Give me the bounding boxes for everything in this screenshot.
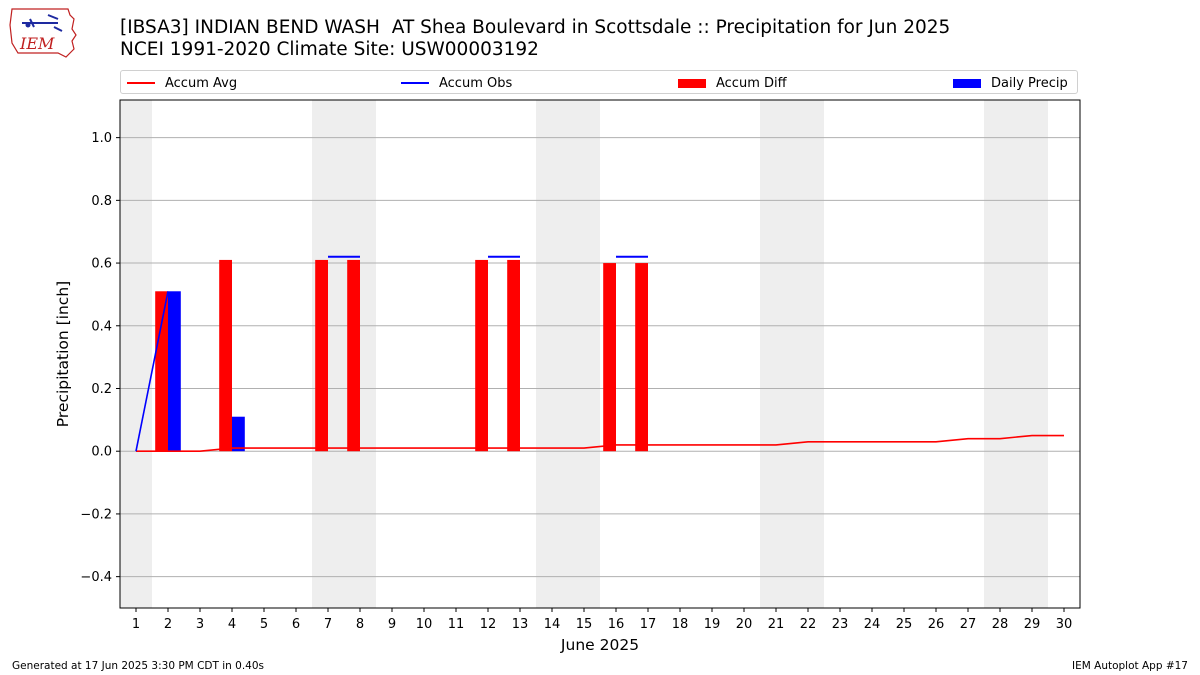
x-tick-label: 19: [704, 617, 721, 632]
legend-item-accum-obs: Accum Obs: [401, 74, 512, 92]
legend-swatch-accum-obs: [401, 82, 429, 84]
legend-item-accum-avg: Accum Avg: [127, 74, 237, 92]
accum-diff-bar: [347, 259, 360, 452]
x-tick-label: 21: [768, 617, 785, 632]
legend-swatch-accum-avg: [127, 82, 155, 84]
legend-label-accum-diff: Accum Diff: [716, 75, 787, 91]
y-tick-label: 0.0: [91, 445, 112, 460]
legend-swatch-accum-diff: [678, 78, 706, 88]
x-tick-label: 20: [736, 617, 753, 632]
legend-swatch-daily-precip: [953, 78, 981, 88]
accum-diff-bar: [603, 263, 616, 452]
x-tick-label: 17: [640, 617, 657, 632]
x-tick-label: 14: [544, 617, 561, 632]
y-tick-label: 0.8: [91, 194, 112, 209]
legend: Accum Avg Accum Obs Accum Diff Daily Pre…: [120, 70, 1078, 94]
plot-frame: [119, 99, 1081, 609]
y-tick-label: −0.4: [80, 570, 112, 585]
x-tick-label: 6: [292, 617, 300, 632]
accum-avg-line: [136, 434, 1064, 453]
y-tick-label: 0.6: [91, 257, 112, 272]
footer-app: IEM Autoplot App #17: [1072, 660, 1188, 672]
y-tick-label: −0.2: [80, 507, 112, 522]
daily-precip-bar: [232, 416, 245, 452]
x-axis-label: June 2025: [560, 636, 639, 654]
footer-generated: Generated at 17 Jun 2025 3:30 PM CDT in …: [12, 660, 265, 672]
legend-label-daily-precip: Daily Precip: [991, 75, 1068, 91]
x-tick-label: 9: [388, 617, 396, 632]
x-tick-label: 13: [512, 617, 529, 632]
accum-diff-bar: [635, 263, 648, 452]
accum-diff-bar: [219, 259, 232, 452]
accum-obs-line: [135, 291, 169, 452]
accum-diff-bar: [475, 259, 488, 452]
weekend-band-0: [120, 100, 152, 608]
weekend-band-3: [760, 100, 824, 608]
x-tick-label: 27: [960, 617, 977, 632]
x-tick-label: 8: [356, 617, 364, 632]
x-tick-label: 23: [832, 617, 849, 632]
x-tick-label: 2: [164, 617, 172, 632]
daily-precip-bar: [168, 291, 181, 452]
x-tick-label: 24: [864, 617, 881, 632]
x-tick-label: 18: [672, 617, 689, 632]
chart-title: [IBSA3] INDIAN BEND WASH AT Shea Bouleva…: [120, 17, 950, 61]
y-axis-label: Precipitation [inch]: [54, 281, 72, 427]
x-tick-label: 22: [800, 617, 817, 632]
x-tick-label: 28: [992, 617, 1009, 632]
y-tick-label: 0.2: [91, 382, 112, 397]
legend-label-accum-avg: Accum Avg: [165, 75, 238, 91]
x-tick-label: 10: [416, 617, 433, 632]
svg-text:IEM: IEM: [19, 34, 55, 53]
title-line-1: [IBSA3] INDIAN BEND WASH AT Shea Bouleva…: [120, 17, 951, 38]
x-tick-label: 11: [448, 617, 465, 632]
x-tick-label: 26: [928, 617, 945, 632]
x-tick-label: 30: [1056, 617, 1073, 632]
legend-item-accum-diff: Accum Diff: [678, 74, 787, 92]
y-tick-label: 0.4: [91, 319, 112, 334]
x-tick-label: 12: [480, 617, 497, 632]
accum-diff-bar: [315, 259, 328, 452]
x-tick-label: 25: [896, 617, 913, 632]
legend-item-daily-precip: Daily Precip: [953, 74, 1068, 92]
legend-label-accum-obs: Accum Obs: [439, 75, 513, 91]
weekend-band-4: [984, 100, 1048, 608]
iem-logo: IEM: [9, 8, 77, 58]
x-tick-label: 5: [260, 617, 268, 632]
x-tick-label: 7: [324, 617, 332, 632]
x-tick-label: 29: [1024, 617, 1041, 632]
accum-diff-bar: [155, 291, 168, 452]
x-tick-label: 16: [608, 617, 625, 632]
x-tick-label: 3: [196, 617, 204, 632]
x-tick-label: 15: [576, 617, 593, 632]
title-line-2: NCEI 1991-2020 Climate Site: USW00003192: [120, 39, 539, 60]
x-tick-label: 1: [132, 617, 140, 632]
accum-diff-bar: [507, 259, 520, 452]
x-tick-label: 4: [228, 617, 236, 632]
y-tick-label: 1.0: [91, 131, 112, 146]
weekend-band-2: [536, 100, 600, 608]
